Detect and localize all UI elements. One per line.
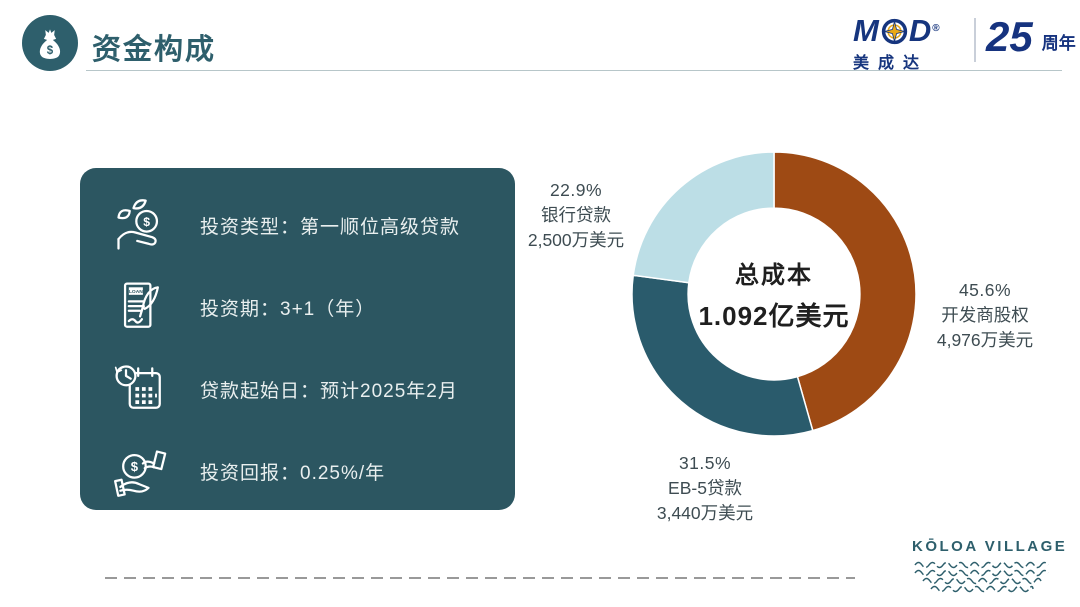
slice-label-developer-equity: 45.6% 开发商股权 4,976万美元	[895, 278, 1075, 353]
logo-letter-m: M	[853, 13, 880, 48]
info-row-investment-return: $ 投资回报：0.25%/年	[80, 430, 515, 512]
mcd-compass-icon	[881, 18, 907, 44]
funding-donut-chart: 总成本 1.092亿美元	[624, 144, 924, 444]
donut-slice-EB-5贷款	[631, 274, 814, 437]
eb5-loan-pct: 31.5%	[678, 453, 732, 473]
developer-equity-name: 开发商股权	[941, 305, 1029, 325]
bank-loan-amount: 2,500万美元	[527, 230, 625, 250]
info-row-investment-period: LOAN 投资期：3+1（年）	[80, 266, 515, 348]
koloa-village-logo: KŌLOA VILLAGE	[912, 538, 1068, 599]
info-label-investment-return: 投资回报：0.25%/年	[200, 462, 386, 484]
registered-mark: ®	[932, 23, 941, 34]
info-row-loan-start-date: 贷款起始日：预计2025年2月	[80, 348, 515, 430]
page-title: 资金构成	[92, 34, 217, 66]
eb5-loan-name: EB-5贷款	[668, 478, 742, 498]
money-bag-icon: $	[22, 15, 78, 71]
svg-text:$: $	[131, 459, 139, 474]
loan-contract-icon: LOAN	[110, 276, 172, 338]
slice-label-eb5-loan: 31.5% EB-5贷款 3,440万美元	[615, 451, 795, 526]
investment-info-panel: $ 投资类型：第一顺位高级贷款 LOAN 投资期：3+1（年）	[80, 168, 515, 510]
donut-slice-银行贷款	[632, 151, 775, 284]
developer-equity-pct: 45.6%	[958, 280, 1012, 300]
donut-slice-开发商股权	[773, 151, 917, 432]
developer-equity-amount: 4,976万美元	[936, 330, 1034, 350]
slice-label-bank-loan: 22.9% 银行贷款 2,500万美元	[486, 178, 666, 253]
waves-icon	[914, 561, 1049, 593]
logo-divider	[974, 18, 976, 62]
info-label-investment-type: 投资类型：第一顺位高级贷款	[200, 216, 461, 238]
logo-letter-d: D	[908, 13, 933, 48]
hand-coin-sprout-icon: $	[110, 194, 172, 256]
eb5-loan-amount: 3,440万美元	[656, 503, 754, 523]
anniversary-badge: 25 周年	[986, 16, 1076, 58]
bank-loan-name: 银行贷款	[541, 205, 611, 225]
svg-text:$: $	[47, 45, 54, 57]
anniversary-suffix: 周年	[1041, 34, 1076, 53]
svg-text:$: $	[143, 215, 150, 229]
anniversary-number: 25	[986, 13, 1033, 60]
footer-dashed-divider	[105, 577, 855, 579]
donut-svg	[631, 151, 917, 437]
money-bag-glyph: $	[39, 29, 61, 59]
koloa-village-wordmark: KŌLOA VILLAGE	[912, 538, 1068, 555]
calendar-clock-icon	[110, 358, 172, 420]
hand-return-coin-icon: $	[110, 440, 172, 502]
header-divider	[86, 70, 1062, 71]
info-label-investment-period: 投资期：3+1（年）	[200, 298, 376, 320]
svg-text:LOAN: LOAN	[129, 289, 143, 295]
info-label-loan-start-date: 贷款起始日：预计2025年2月	[200, 380, 458, 402]
logo-chinese-name: 美成达	[853, 55, 929, 72]
info-row-investment-type: $ 投资类型：第一顺位高级贷款	[80, 184, 515, 266]
mcd-logo: M D ® 美成达	[853, 13, 941, 73]
bank-loan-pct: 22.9%	[549, 180, 603, 200]
